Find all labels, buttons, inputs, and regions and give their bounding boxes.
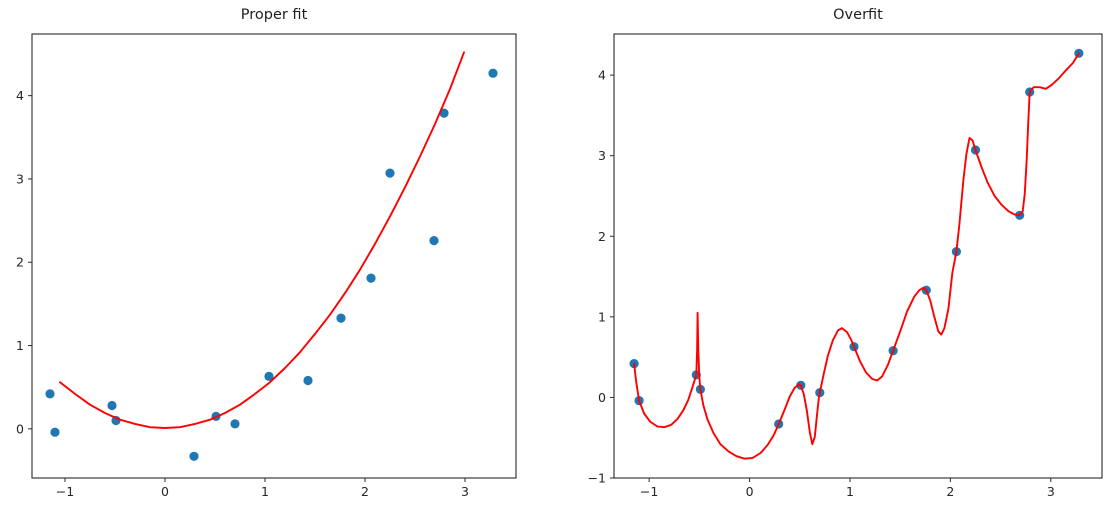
x-tick-label: 1 xyxy=(261,484,269,499)
x-tick-label: 2 xyxy=(361,484,369,499)
data-point xyxy=(366,273,376,283)
overfit-curve xyxy=(633,52,1080,460)
data-point xyxy=(336,313,346,323)
data-point xyxy=(439,108,449,118)
x-tick-label: 3 xyxy=(1047,484,1055,499)
data-point xyxy=(264,371,274,381)
x-tick-label: 1 xyxy=(846,484,854,499)
data-point xyxy=(230,419,240,429)
data-point xyxy=(50,427,60,437)
data-point xyxy=(303,375,313,386)
proper-fit-curve xyxy=(59,51,465,429)
x-tick-label: 3 xyxy=(461,484,469,499)
y-tick-label: 0 xyxy=(598,390,606,405)
data-point xyxy=(429,236,439,246)
data-point xyxy=(385,168,395,178)
y-tick-label: 4 xyxy=(598,68,606,83)
overfit-title: Overfit xyxy=(833,7,883,23)
data-point xyxy=(189,451,199,461)
x-tick-label: 2 xyxy=(946,484,954,499)
y-tick-label: 2 xyxy=(598,229,606,244)
proper-fit-title: Proper fit xyxy=(240,7,308,23)
y-tick-label: −1 xyxy=(588,471,606,486)
x-tick-label: 0 xyxy=(161,484,169,499)
data-point xyxy=(488,68,498,78)
y-tick-label: 2 xyxy=(16,255,24,270)
data-point xyxy=(107,400,117,411)
axes-frame xyxy=(613,33,1103,479)
proper-fit-plot: −1 0 1 2 3 0 1 2 3 4 xyxy=(16,33,517,499)
x-tick-label: 0 xyxy=(746,484,754,499)
data-point xyxy=(45,389,55,399)
axes-frame xyxy=(31,33,517,479)
x-tick-label: −1 xyxy=(640,484,658,499)
y-tick-label: 3 xyxy=(16,171,24,186)
y-tick-label: 3 xyxy=(598,148,606,163)
y-tick-label: 1 xyxy=(16,338,24,353)
y-tick-label: 1 xyxy=(598,309,606,324)
x-tick-label: −1 xyxy=(56,484,74,499)
y-tick-label: 0 xyxy=(16,421,24,436)
y-tick-label: 4 xyxy=(16,88,24,103)
overfit-plot: −1 0 1 2 3 −1 0 1 2 3 4 xyxy=(588,33,1103,499)
